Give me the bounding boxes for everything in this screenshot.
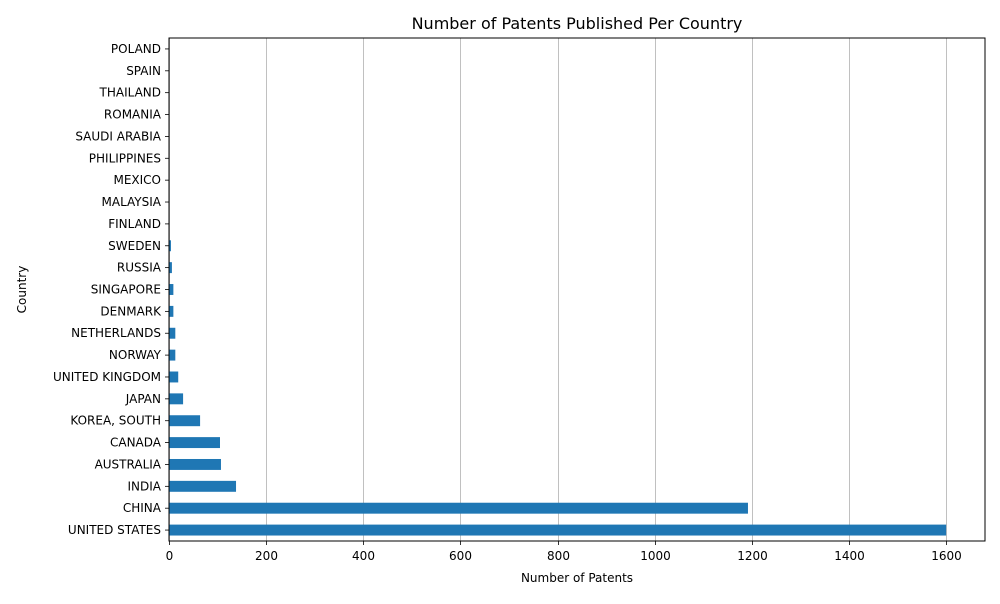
chart-title: Number of Patents Published Per Country: [412, 14, 743, 33]
y-tick-label: JAPAN: [125, 392, 161, 406]
x-tick-label: 1400: [834, 549, 865, 563]
y-tick-label: MEXICO: [113, 173, 161, 187]
grid-layer: [170, 38, 947, 541]
bar: [169, 415, 200, 426]
x-tick-label: 400: [352, 549, 375, 563]
bar: [169, 459, 221, 470]
y-tick-label: ROMANIA: [104, 108, 162, 122]
y-tick-label: RUSSIA: [117, 261, 162, 275]
y-tick-label: AUSTRALIA: [95, 457, 162, 471]
bar: [169, 437, 220, 448]
y-tick-label: DENMARK: [100, 304, 162, 318]
y-tick-label: SINGAPORE: [91, 283, 161, 297]
bar: [169, 503, 748, 514]
y-tick-label: POLAND: [111, 42, 161, 56]
x-tick-label: 1000: [640, 549, 671, 563]
bar-layer: [169, 43, 946, 535]
y-tick-label: CANADA: [110, 436, 162, 450]
y-tick-label: SPAIN: [126, 64, 161, 78]
y-tick-label: UNITED STATES: [68, 523, 161, 537]
x-tick-label: 1200: [737, 549, 768, 563]
x-axis-label: Number of Patents: [521, 571, 633, 585]
y-tick-label: SAUDI ARABIA: [75, 129, 161, 143]
bar: [169, 328, 175, 339]
bar: [169, 372, 178, 383]
y-tick-label: FINLAND: [108, 217, 161, 231]
y-tick-label: KOREA, SOUTH: [70, 414, 161, 428]
y-tick-label: UNITED KINGDOM: [53, 370, 161, 384]
bar: [169, 481, 236, 492]
bar: [169, 350, 175, 361]
x-tick-label: 800: [547, 549, 570, 563]
x-tick-label: 0: [166, 549, 174, 563]
x-tick-label: 1600: [931, 549, 962, 563]
y-tick-label: MALAYSIA: [102, 195, 162, 209]
x-tick-label: 600: [449, 549, 472, 563]
y-tick-label: NETHERLANDS: [71, 326, 161, 340]
y-tick-label: CHINA: [123, 501, 162, 515]
y-axis-label: Country: [15, 266, 29, 314]
x-tick-label: 200: [255, 549, 278, 563]
y-tick-label: THAILAND: [99, 86, 162, 100]
bar: [169, 306, 173, 317]
bar: [169, 393, 183, 404]
axes-frame: [169, 38, 985, 541]
y-tick-label: NORWAY: [109, 348, 162, 362]
y-tick-label: INDIA: [127, 479, 161, 493]
bar: [169, 525, 946, 536]
bar: [169, 284, 173, 295]
y-tick-label: PHILIPPINES: [89, 151, 161, 165]
y-tick-label: SWEDEN: [108, 239, 161, 253]
